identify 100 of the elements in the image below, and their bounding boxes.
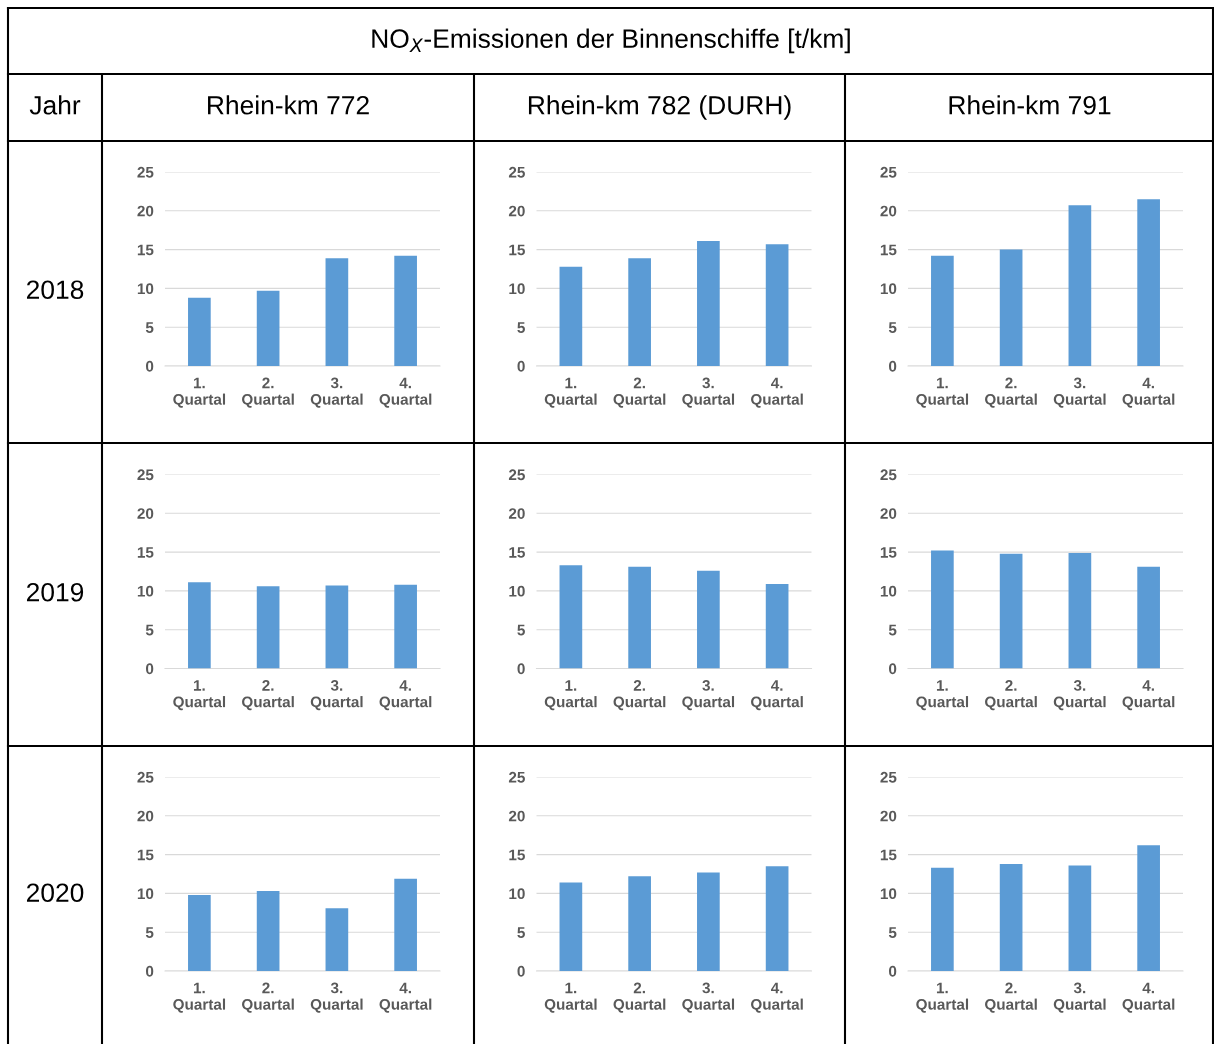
x-tick-label: 3. Quartal xyxy=(310,377,363,408)
bar xyxy=(931,867,954,971)
x-tick-label: 3. Quartal xyxy=(682,680,735,711)
x-tick-label: 2. Quartal xyxy=(985,680,1037,711)
y-tick-label: 15 xyxy=(509,244,525,256)
text: 2019 xyxy=(26,582,84,602)
y-tick-label: 25 xyxy=(880,166,897,178)
x-tick-label: 4. Quartal xyxy=(1122,377,1175,408)
bar xyxy=(559,882,583,971)
bar xyxy=(628,876,651,971)
y-tick-label: 0 xyxy=(889,663,897,675)
y-tick-label: 25 xyxy=(137,166,154,178)
bar xyxy=(628,566,651,669)
y-tick-label: 10 xyxy=(880,585,897,597)
text: Rhein-km 791 xyxy=(949,95,1111,115)
y-tick-label: 15 xyxy=(880,547,897,558)
bar xyxy=(765,583,789,669)
y-tick-label: 15 xyxy=(509,849,525,861)
y-tick-label: 20 xyxy=(508,508,525,519)
bar xyxy=(325,908,349,971)
y-tick-label: 0 xyxy=(146,663,154,675)
x-tick-label: 3. Quartal xyxy=(682,982,735,1013)
bar xyxy=(1137,566,1160,669)
y-tick-label: 10 xyxy=(880,888,897,900)
y-tick-label: 5 xyxy=(517,322,525,333)
x-tick-label: 4. Quartal xyxy=(379,680,432,711)
y-tick-label: 10 xyxy=(509,283,525,295)
y-tick-label: 25 xyxy=(508,469,525,481)
y-tick-label: 10 xyxy=(509,585,525,597)
x-tick-label: 4. Quartal xyxy=(1122,680,1175,711)
bar xyxy=(394,878,417,971)
bar xyxy=(394,255,417,366)
x-tick-label: 4. Quartal xyxy=(1122,982,1175,1013)
bar xyxy=(1137,199,1160,366)
bar xyxy=(999,249,1023,366)
text: Jahr xyxy=(29,95,81,115)
x-tick-label: 2. Quartal xyxy=(242,982,294,1013)
x-tick-label: 3. Quartal xyxy=(682,377,735,408)
y-tick-label: 25 xyxy=(137,469,154,481)
bar xyxy=(188,894,211,971)
bar xyxy=(765,244,789,366)
text: Rhein-km 782 (DURH) xyxy=(528,95,791,120)
y-tick-label: 20 xyxy=(137,810,154,822)
y-tick-label: 25 xyxy=(880,771,897,783)
y-tick-label: 20 xyxy=(880,810,897,822)
x-tick-label: 2. Quartal xyxy=(985,377,1037,408)
bar xyxy=(1068,552,1092,669)
x-tick-label: 1. Quartal xyxy=(916,680,969,711)
y-tick-label: 25 xyxy=(137,771,154,783)
y-tick-label: 5 xyxy=(888,624,897,636)
x-tick-label: 3. Quartal xyxy=(310,680,363,711)
bar xyxy=(325,258,349,366)
x-tick-label: 1. Quartal xyxy=(916,377,969,408)
y-tick-label: 5 xyxy=(888,322,897,333)
x-tick-label: 3. Quartal xyxy=(1053,377,1106,408)
y-tick-label: 15 xyxy=(880,244,897,256)
bar xyxy=(931,550,954,669)
x-tick-label: 4. Quartal xyxy=(751,982,803,1013)
y-tick-label: 15 xyxy=(509,547,525,558)
x-tick-label: 1. Quartal xyxy=(544,680,597,711)
x-tick-label: 1. Quartal xyxy=(544,377,597,408)
y-tick-label: 15 xyxy=(137,849,154,861)
y-tick-label: 10 xyxy=(137,585,154,597)
bar xyxy=(628,258,651,366)
y-tick-label: 0 xyxy=(517,965,525,977)
bar xyxy=(697,241,720,366)
x-tick-label: 1. Quartal xyxy=(916,982,969,1013)
y-tick-label: 25 xyxy=(508,166,525,178)
y-tick-label: 0 xyxy=(889,360,897,372)
y-tick-label: 5 xyxy=(145,322,154,333)
x-tick-label: 2. Quartal xyxy=(613,982,666,1013)
bar xyxy=(765,866,789,971)
x-tick-label: 1. Quartal xyxy=(544,982,597,1013)
x-tick-label: 2. Quartal xyxy=(242,377,294,408)
x-tick-label: 1. Quartal xyxy=(173,982,226,1013)
x-tick-label: 3. Quartal xyxy=(1053,680,1106,711)
x-tick-label: 2. Quartal xyxy=(985,982,1037,1013)
x-tick-label: 4. Quartal xyxy=(379,982,432,1013)
y-tick-label: 5 xyxy=(145,927,154,938)
y-tick-label: 0 xyxy=(517,663,525,675)
y-tick-label: 25 xyxy=(508,771,525,783)
bar xyxy=(1068,865,1092,971)
y-tick-label: 0 xyxy=(517,360,525,372)
x-tick-label: 4. Quartal xyxy=(379,377,432,408)
text: NO$_{X}$-Emissionen der Binnenschiffe [t/km] xyxy=(372,28,850,54)
y-tick-label: 20 xyxy=(137,205,154,217)
y-tick-label: 5 xyxy=(145,624,154,636)
y-tick-label: 20 xyxy=(508,810,525,822)
y-tick-label: 0 xyxy=(146,360,154,372)
x-tick-label: 4. Quartal xyxy=(751,377,803,408)
x-tick-label: 1. Quartal xyxy=(173,377,226,408)
bar xyxy=(1137,845,1160,971)
x-tick-label: 3. Quartal xyxy=(1053,982,1106,1013)
y-tick-label: 0 xyxy=(889,965,897,977)
x-tick-label: 2. Quartal xyxy=(613,680,666,711)
y-tick-label: 5 xyxy=(888,927,897,938)
y-tick-label: 15 xyxy=(137,547,154,558)
y-tick-label: 5 xyxy=(517,624,525,636)
bar xyxy=(188,297,211,366)
y-tick-label: 20 xyxy=(137,508,154,519)
